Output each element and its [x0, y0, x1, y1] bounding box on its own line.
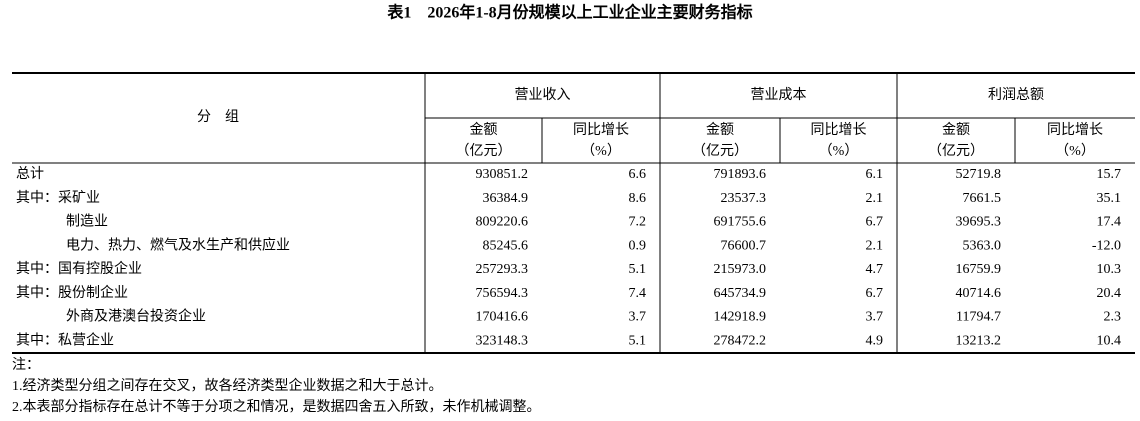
group-name: 利润总额: [988, 87, 1044, 103]
cell-value: 76600.7: [721, 238, 767, 253]
row-label: 其中：采矿业: [16, 190, 100, 206]
column-header: 同比增长: [1047, 122, 1103, 138]
column-header: 同比增长: [811, 122, 867, 138]
note: 1.经济类型分组之间存在交叉，故各经济类型企业数据之和大于总计。: [12, 377, 443, 394]
cell-value: -12.0: [1092, 238, 1121, 253]
cell-value: 5.1: [629, 262, 647, 277]
cell-value: 10.3: [1097, 262, 1122, 277]
cell-value: 3.7: [866, 310, 884, 325]
cell-value: 16759.9: [956, 262, 1002, 277]
cell-value: 756594.3: [476, 286, 529, 301]
cell-value: 8.6: [629, 191, 647, 206]
cell-value: 2.1: [866, 238, 884, 253]
cell-value: 3.7: [629, 310, 647, 325]
column-header: （%）: [1055, 143, 1095, 159]
row-label: 制造业: [66, 214, 108, 230]
column-header: 同比增长: [573, 122, 629, 138]
cell-value: 2.3: [1104, 310, 1122, 325]
group-name: 营业成本: [751, 87, 807, 103]
cell-value: 6.7: [866, 286, 884, 301]
cell-value: 215973.0: [714, 262, 767, 277]
cell-value: 930851.2: [476, 167, 529, 182]
cell-value: 2.1: [866, 191, 884, 206]
table-title: 表1 2026年1-8月份规模以上工业企业主要财务指标: [386, 3, 752, 22]
cell-value: 691755.6: [714, 215, 767, 230]
row-label: 其中：股份制企业: [16, 284, 128, 301]
cell-value: 4.7: [866, 262, 884, 277]
column-header: 金额: [706, 122, 734, 138]
column-header: 金额: [942, 122, 970, 138]
cell-value: 142918.9: [714, 310, 767, 325]
cell-value: 6.1: [866, 167, 884, 182]
cell-value: 6.6: [629, 167, 647, 182]
cell-value: 39695.3: [956, 215, 1002, 230]
note: 2.本表部分指标存在总计不等于分项之和情况，是数据四舍五入所致，未作机械调整。: [12, 398, 541, 415]
column-header: （%）: [581, 143, 621, 159]
cell-value: 278472.2: [714, 333, 767, 348]
cell-value: 323148.3: [476, 333, 529, 348]
cell-value: 20.4: [1097, 286, 1122, 301]
row-label: 总计: [16, 166, 44, 182]
cell-value: 36384.9: [483, 191, 529, 206]
cell-value: 645734.9: [714, 286, 767, 301]
row-label: 其中：私营企业: [16, 331, 114, 348]
cell-value: 52719.8: [956, 167, 1002, 182]
column-header: 金额: [470, 122, 498, 138]
cell-value: 10.4: [1097, 333, 1122, 348]
cell-value: 7.4: [629, 286, 647, 301]
cell-value: 4.9: [866, 333, 884, 348]
cell-value: 5.1: [629, 333, 647, 348]
column-header: （%）: [819, 143, 859, 159]
row-label: 电力、热力、燃气及水生产和供应业: [66, 236, 290, 253]
cell-value: 85245.6: [483, 238, 529, 253]
cell-value: 170416.6: [476, 310, 529, 325]
group-header: 分 组: [197, 109, 239, 125]
column-header: （亿元）: [692, 143, 748, 159]
cell-value: 35.1: [1097, 191, 1122, 206]
cell-value: 5363.0: [963, 238, 1002, 253]
row-label: 其中：国有控股企业: [16, 260, 142, 277]
cell-value: 0.9: [629, 238, 647, 253]
cell-value: 809220.6: [476, 215, 529, 230]
group-name: 营业收入: [515, 87, 571, 103]
cell-value: 791893.6: [714, 167, 767, 182]
cell-value: 13213.2: [956, 333, 1002, 348]
cell-value: 40714.6: [956, 286, 1002, 301]
cell-value: 23537.3: [721, 191, 767, 206]
row-label: 外商及港澳台投资企业: [66, 308, 206, 325]
cell-value: 17.4: [1097, 215, 1122, 230]
note: 注：: [12, 357, 40, 373]
cell-value: 257293.3: [476, 262, 529, 277]
cell-value: 6.7: [866, 215, 884, 230]
cell-value: 15.7: [1097, 167, 1122, 182]
column-header: （亿元）: [928, 143, 984, 159]
cell-value: 7.2: [629, 215, 647, 230]
column-header: （亿元）: [456, 143, 512, 159]
cell-value: 11794.7: [956, 310, 1001, 325]
cell-value: 7661.5: [963, 191, 1002, 206]
